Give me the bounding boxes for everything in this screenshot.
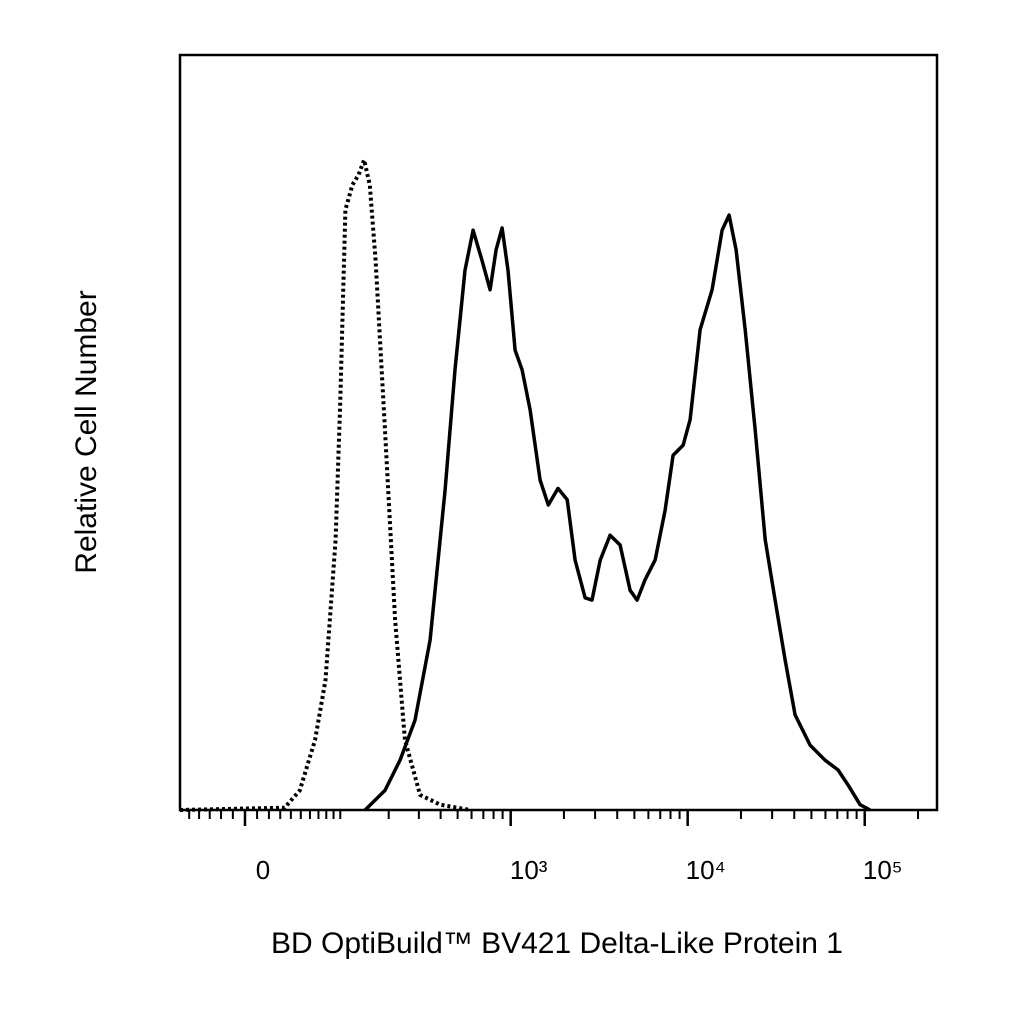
x-axis-label: BD OptiBuild™ BV421 Delta-Like Protein 1 [271, 927, 843, 960]
x-tick-label: 10⁵ [863, 855, 903, 885]
x-tick-label: 0 [256, 855, 270, 885]
x-tick-label: 10⁴ [686, 855, 726, 885]
histogram-curve [363, 213, 871, 812]
x-tick-label: 10³ [510, 855, 548, 885]
histogram-curve [179, 157, 471, 812]
plot-frame [178, 53, 939, 812]
y-axis-label: Relative Cell Number [70, 290, 103, 573]
